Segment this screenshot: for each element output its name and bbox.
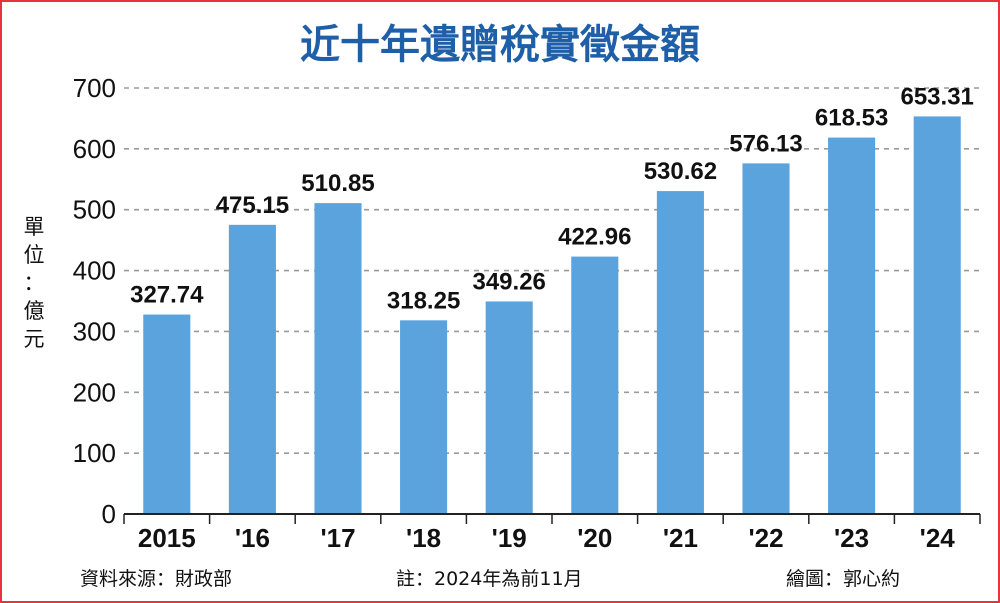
value-label: 618.53 (815, 105, 888, 132)
value-label: 653.31 (900, 83, 973, 110)
category-label: '22 (748, 523, 783, 553)
bar (400, 320, 448, 514)
y-tick-label: 100 (73, 438, 116, 468)
y-tick-label: 600 (73, 134, 116, 164)
value-label: 576.13 (729, 130, 802, 157)
bar (143, 314, 191, 514)
bar (742, 163, 790, 515)
value-label: 327.74 (130, 282, 204, 309)
bar (571, 256, 619, 514)
bar (314, 203, 362, 515)
category-labels: 2015 '16 '17 '18 '19 '20 '21 '22 '23 '24 (138, 523, 955, 553)
bar (828, 137, 876, 514)
y-axis-label-char: 位 (24, 244, 45, 267)
y-tick-label: 300 (73, 316, 116, 346)
y-axis-label-char: 單 (24, 216, 45, 239)
category-label: '24 (920, 523, 956, 553)
bar (913, 116, 961, 515)
chart-title: 近十年遺贈稅實徵金額 (300, 22, 700, 68)
bar (485, 301, 533, 514)
category-label: '21 (663, 523, 698, 553)
y-axis-label: 單位 ： 億元 (24, 216, 45, 351)
value-label: 510.85 (301, 170, 374, 197)
bar (656, 191, 704, 514)
y-tick-label: 500 (73, 195, 116, 225)
value-label: 530.62 (644, 158, 717, 185)
value-label: 475.15 (216, 192, 289, 219)
y-tick-label: 200 (73, 377, 116, 407)
value-label: 422.96 (558, 224, 631, 251)
y-axis-label-char: ： (24, 272, 45, 295)
footnote: 註：2024年為前11月 (396, 568, 583, 590)
source-note: 資料來源：財政部 (80, 568, 232, 590)
category-label: '19 (492, 523, 527, 553)
value-label: 318.25 (387, 287, 460, 314)
bar (228, 224, 276, 514)
y-axis-label-char: 元 (24, 328, 45, 351)
y-axis-ticks: 0 100 200 300 400 500 600 700 (73, 73, 116, 529)
x-axis (123, 513, 981, 524)
value-labels: 327.74 475.15 510.85 318.25 349.26 422.96 530.… (130, 83, 974, 314)
y-axis-label-char: 億 (24, 300, 45, 323)
y-tick-label: 400 (73, 256, 116, 286)
value-label: 349.26 (472, 268, 545, 295)
y-tick-label: 700 (73, 73, 116, 103)
graphic-credit: 繪圖：郭心約 (786, 568, 900, 590)
category-label: '18 (406, 523, 441, 553)
category-label: '16 (235, 523, 270, 553)
category-label: '17 (320, 523, 355, 553)
y-tick-label: 0 (102, 499, 116, 529)
category-label: 2015 (138, 523, 196, 553)
bars (143, 116, 961, 515)
category-label: '20 (577, 523, 612, 553)
category-label: '23 (834, 523, 869, 553)
